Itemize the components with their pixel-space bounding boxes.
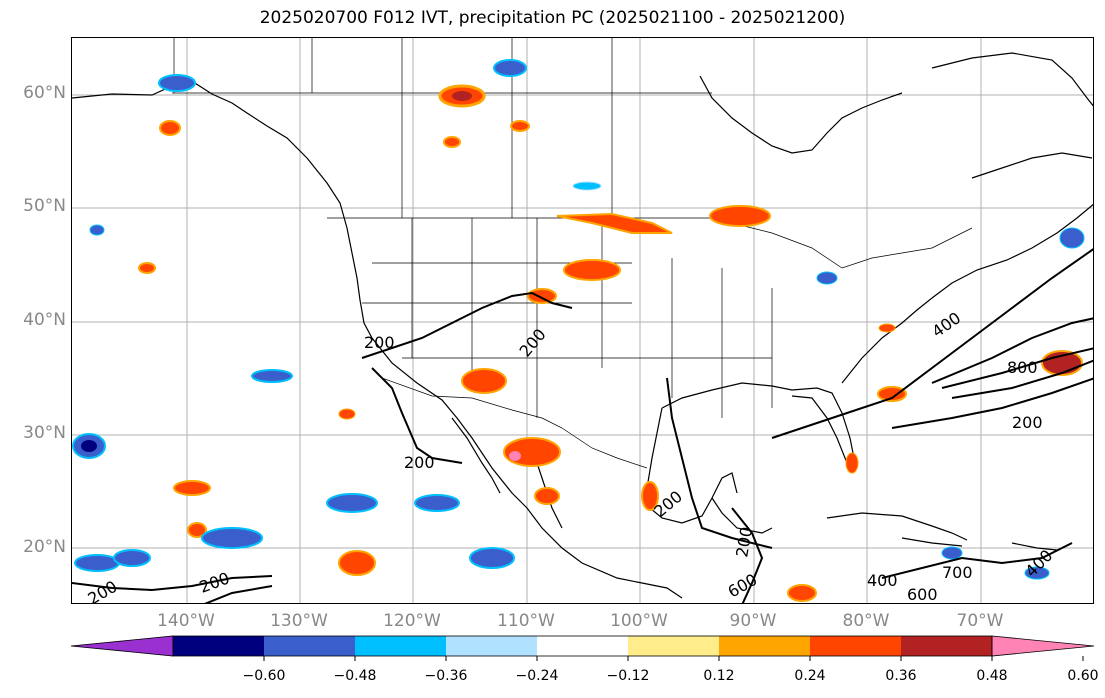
contour-label: 700 — [942, 563, 973, 582]
map-canvas: 200 200 200 200 200 200 200 200 400 400 … — [72, 38, 1093, 604]
colorbar-tick-label: −0.24 — [515, 668, 559, 684]
colorbar-outline — [172, 635, 993, 657]
colorbar-tick-label: 0.24 — [794, 668, 826, 684]
figure-title: 2025020700 F012 IVT, precipitation PC (2… — [259, 8, 846, 28]
contour-label: 200 — [404, 453, 435, 472]
colorbar-segment — [901, 636, 992, 656]
lat-label-60n: 60°N — [23, 83, 66, 103]
precip-nc-field — [72, 59, 1085, 580]
colorbar-tick-label: 0.60 — [1067, 668, 1099, 684]
lon-label-80w: 80°W — [842, 611, 890, 631]
colorbar-extend-high — [991, 635, 1095, 657]
precip-pc-field — [138, 84, 1083, 602]
colorbar-segment — [810, 636, 901, 656]
lon-label-140w: 140°W — [157, 611, 215, 631]
colorbar-tick-label: 0.36 — [885, 668, 917, 684]
colorbar-tick-label: 0.12 — [703, 668, 735, 684]
lat-label-20n: 20°N — [23, 537, 66, 557]
lon-label-110w: 110°W — [497, 611, 555, 631]
lon-label-120w: 120°W — [383, 611, 441, 631]
lon-label-90w: 90°W — [729, 611, 777, 631]
map-panel: 200 200 200 200 200 200 200 200 400 400 … — [71, 37, 1094, 604]
colorbar-segment — [719, 636, 810, 656]
colorbar-segment — [446, 636, 537, 656]
colorbar-segment — [264, 636, 355, 656]
ivt-contours — [72, 248, 1093, 603]
colorbar-extend-low — [70, 635, 174, 657]
lon-label-100w: 100°W — [610, 611, 668, 631]
lon-label-70w: 70°W — [956, 611, 1004, 631]
colorbar-tick-label: 0.48 — [976, 668, 1008, 684]
colorbar-segment — [173, 636, 264, 656]
contour-label: 200 — [364, 333, 395, 352]
lat-label-40n: 40°N — [23, 310, 66, 330]
colorbar-tick-label: −0.48 — [333, 668, 377, 684]
lat-label-50n: 50°N — [23, 196, 66, 216]
coastlines — [72, 52, 1093, 599]
contour-label: 400 — [867, 571, 898, 590]
colorbar-segment — [628, 636, 719, 656]
colorbar-tick-label: −0.36 — [424, 668, 468, 684]
colorbar-tick-label: −0.12 — [606, 668, 650, 684]
lon-label-130w: 130°W — [270, 611, 328, 631]
lat-label-30n: 30°N — [23, 423, 66, 443]
colorbar-segment — [355, 636, 446, 656]
colorbar-tick-label: −0.60 — [242, 668, 286, 684]
contour-label: 800 — [1007, 358, 1038, 377]
contour-label: 200 — [1012, 413, 1043, 432]
contour-label: 600 — [907, 585, 938, 604]
colorbar-segment — [537, 636, 628, 656]
